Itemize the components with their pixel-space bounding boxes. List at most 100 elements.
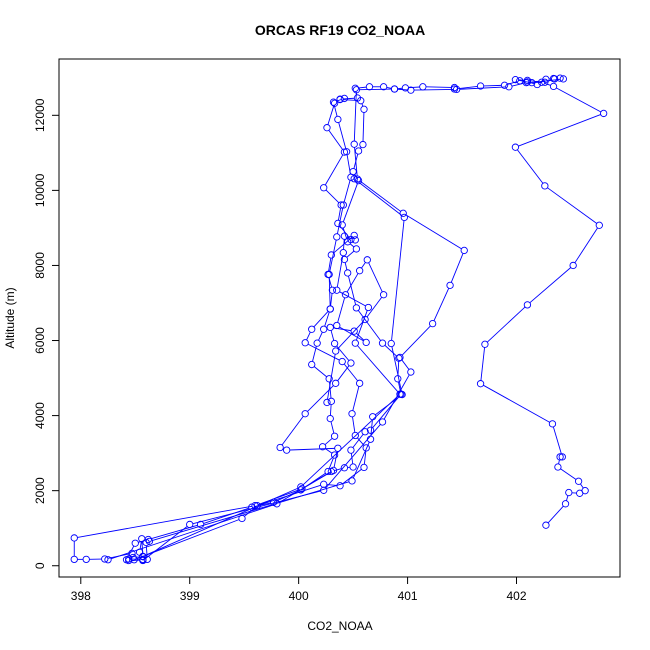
data-point (476, 82, 485, 90)
series-segment (330, 330, 335, 341)
series-segment (349, 243, 355, 248)
data-point (70, 555, 78, 564)
series-segment (566, 495, 569, 501)
data-point (327, 251, 335, 259)
series-segment (383, 374, 410, 420)
data-point (301, 410, 309, 418)
series-segment (433, 288, 450, 321)
data-point (511, 143, 520, 151)
data-point (330, 339, 339, 348)
data-point (351, 236, 359, 244)
data-point (399, 209, 407, 217)
y-tick-label: 0 (33, 562, 47, 569)
data-point (313, 339, 321, 347)
data-point (600, 109, 608, 118)
data-point (347, 359, 355, 367)
series-segment (333, 451, 338, 468)
data-point (361, 315, 369, 324)
series-segment (338, 208, 341, 221)
data-point (330, 432, 339, 440)
data-point (333, 321, 341, 330)
data-point (142, 538, 150, 547)
data-point (139, 556, 147, 565)
data-point (320, 486, 328, 494)
data-point (308, 360, 316, 369)
data-point (301, 339, 309, 347)
data-point (352, 304, 361, 312)
data-point (550, 75, 559, 83)
data-point (523, 78, 532, 86)
series-segment (361, 262, 366, 269)
series-segment (366, 297, 383, 318)
data-point (364, 303, 373, 312)
data-point (481, 340, 489, 348)
data-point (334, 444, 342, 452)
series-segment (324, 154, 344, 186)
series-segment (529, 267, 571, 304)
data-point (308, 325, 316, 333)
series-segment (258, 489, 299, 505)
data-point (542, 75, 550, 83)
data-point (318, 443, 327, 451)
data-point (283, 446, 291, 454)
series-segment (547, 187, 597, 224)
data-point (333, 286, 341, 294)
data-point (329, 466, 338, 475)
data-point (351, 431, 359, 440)
series-segment (457, 85, 478, 90)
data-point (339, 249, 347, 257)
y-axis: 0 2000 4000 6000 8000 10000 12000 (33, 98, 60, 569)
data-point (82, 555, 90, 564)
series-segment (329, 404, 332, 416)
data-point (348, 410, 356, 418)
data-point (139, 552, 147, 561)
series-segment (391, 220, 405, 341)
series-segment (552, 426, 562, 454)
series-segment (384, 345, 397, 357)
data-point (125, 556, 133, 565)
series-segment (352, 386, 360, 411)
data-point (342, 148, 351, 156)
series-segment (339, 291, 366, 307)
data-point (70, 534, 78, 542)
data-point (541, 182, 549, 190)
series-segment (325, 424, 381, 489)
series-segment (343, 363, 358, 382)
series-segment (356, 333, 365, 341)
data-point (131, 539, 139, 547)
series-segment (330, 421, 335, 434)
data-point (350, 231, 358, 240)
data-point (340, 464, 349, 472)
data-point (330, 451, 339, 459)
series-track (70, 74, 608, 565)
data-point (186, 520, 194, 529)
data-point (348, 477, 356, 485)
series-segment (361, 103, 364, 107)
series-segment (327, 354, 336, 400)
data-point (460, 246, 468, 255)
series-segment (139, 541, 142, 550)
data-point (387, 339, 395, 348)
series-segment (343, 97, 355, 100)
data-point (333, 233, 341, 241)
data-point (569, 261, 577, 270)
series-segment (362, 112, 365, 142)
data-point (326, 414, 334, 423)
data-point (548, 420, 557, 428)
series-track (139, 75, 559, 565)
data-point (522, 78, 530, 87)
series-segment (405, 214, 462, 250)
series-segment (401, 359, 410, 370)
chart-title: ORCAS RF19 CO2_NOAA (255, 22, 425, 38)
series-segment (328, 130, 343, 150)
data-point (549, 82, 558, 91)
data-point (574, 477, 583, 485)
data-point (328, 286, 337, 294)
data-point (340, 232, 349, 240)
series-segment (483, 384, 550, 423)
data-point (476, 380, 485, 388)
data-point (357, 97, 365, 105)
data-point (130, 556, 138, 564)
series-segment (329, 240, 337, 272)
data-point (379, 291, 388, 299)
